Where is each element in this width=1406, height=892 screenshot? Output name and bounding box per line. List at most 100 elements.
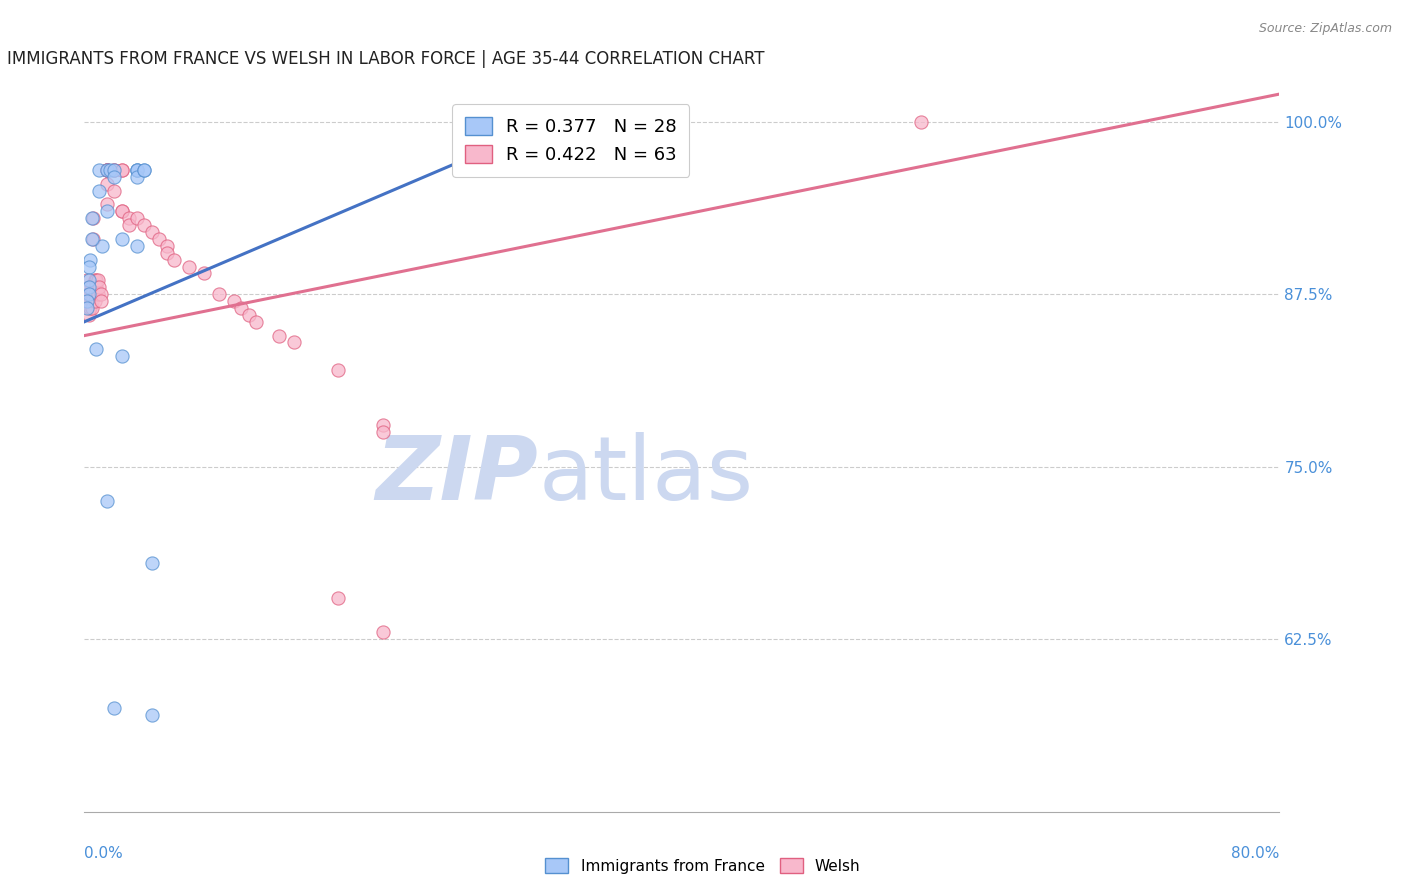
Point (87, 287, 110, 301)
Point (79, 294, 101, 309)
Point (132, 163, 156, 178)
Point (96, 163, 118, 178)
Point (177, 260, 200, 274)
Point (86, 280, 108, 294)
Point (96, 163, 118, 178)
Point (111, 163, 134, 178)
Point (80, 232, 103, 246)
Point (77, 287, 100, 301)
Point (80, 280, 103, 294)
Point (96, 163, 118, 178)
Point (111, 204, 134, 219)
Point (96, 494, 118, 508)
Point (80, 211, 103, 226)
Point (83, 294, 105, 309)
Point (77, 273, 100, 287)
Point (103, 701, 125, 715)
Point (132, 218, 156, 232)
Point (96, 197, 118, 211)
Text: 80.0%: 80.0% (1232, 847, 1279, 861)
Point (626, 114, 648, 128)
Point (125, 163, 148, 178)
Point (193, 267, 215, 281)
Point (125, 163, 148, 178)
Point (90, 287, 112, 301)
Point (77, 287, 100, 301)
Point (103, 163, 125, 178)
Point (118, 218, 141, 232)
Point (76, 273, 98, 287)
Point (111, 163, 134, 178)
Point (98, 163, 121, 178)
Text: IMMIGRANTS FROM FRANCE VS WELSH IN LABOR FORCE | AGE 35-44 CORRELATION CHART: IMMIGRANTS FROM FRANCE VS WELSH IN LABOR… (7, 50, 765, 68)
Point (80, 287, 103, 301)
Point (96, 163, 118, 178)
Point (79, 301, 101, 315)
Point (77, 301, 100, 315)
Point (89, 184, 111, 198)
Point (141, 557, 163, 571)
Point (91, 239, 114, 253)
Point (87, 273, 110, 287)
Legend: Immigrants from France, Welsh: Immigrants from France, Welsh (540, 852, 866, 880)
Point (328, 591, 350, 605)
Point (910, 114, 932, 128)
Point (76, 294, 98, 309)
Point (83, 280, 105, 294)
Point (141, 225, 163, 239)
Point (267, 328, 290, 343)
Point (89, 163, 111, 178)
Point (83, 287, 105, 301)
Point (103, 169, 125, 184)
Point (148, 232, 170, 246)
Point (125, 239, 148, 253)
Point (125, 169, 148, 184)
Point (111, 349, 134, 363)
Point (141, 708, 163, 723)
Point (118, 211, 141, 226)
Point (90, 294, 112, 309)
Point (163, 252, 186, 267)
Point (283, 335, 305, 350)
Point (77, 294, 100, 309)
Point (79, 287, 101, 301)
Point (77, 260, 100, 274)
Point (80, 294, 103, 309)
Point (96, 204, 118, 219)
Point (80, 301, 103, 315)
Point (125, 163, 148, 178)
Point (103, 163, 125, 178)
Point (86, 273, 108, 287)
Point (76, 287, 98, 301)
Point (77, 280, 100, 294)
Point (82, 232, 104, 246)
Text: atlas: atlas (538, 432, 754, 519)
Legend: R = 0.377   N = 28, R = 0.422   N = 63: R = 0.377 N = 28, R = 0.422 N = 63 (451, 104, 689, 177)
Point (132, 163, 156, 178)
Point (371, 425, 394, 440)
Point (208, 287, 231, 301)
Point (222, 294, 245, 309)
Point (83, 273, 105, 287)
Text: Source: ZipAtlas.com: Source: ZipAtlas.com (1258, 22, 1392, 36)
Point (155, 239, 177, 253)
Point (111, 204, 134, 219)
Point (125, 211, 148, 226)
Point (111, 232, 134, 246)
Point (96, 163, 118, 178)
Point (77, 308, 100, 322)
Point (86, 343, 108, 357)
Point (89, 280, 111, 294)
Point (77, 280, 100, 294)
Point (76, 301, 98, 315)
Point (371, 625, 394, 640)
Point (231, 301, 253, 315)
Text: ZIP: ZIP (375, 432, 538, 519)
Point (238, 308, 260, 322)
Point (103, 163, 125, 178)
Point (96, 177, 118, 191)
Point (155, 245, 177, 260)
Point (103, 184, 125, 198)
Point (328, 363, 350, 377)
Point (79, 252, 101, 267)
